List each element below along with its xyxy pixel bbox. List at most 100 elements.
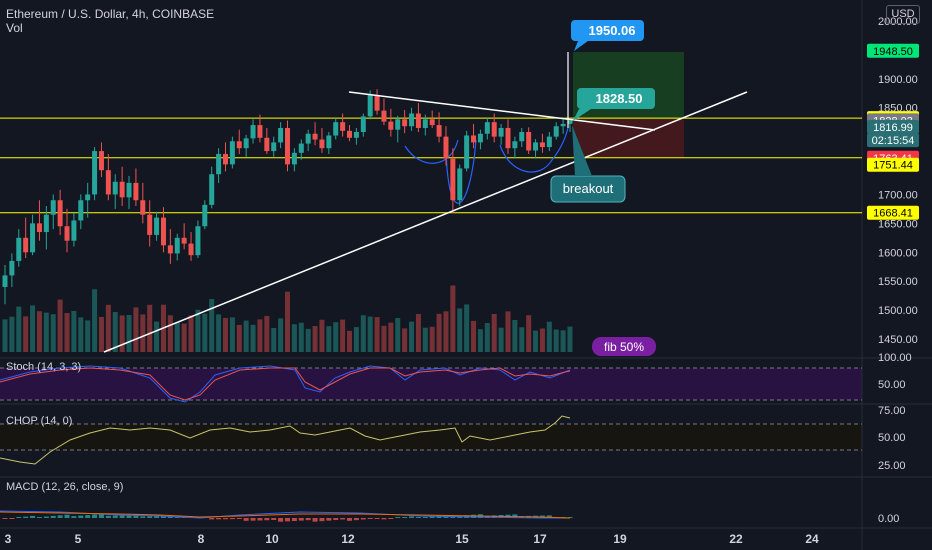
macd-bar xyxy=(43,516,49,518)
candle-body xyxy=(271,142,277,152)
volume-bar xyxy=(36,311,42,352)
candle-body xyxy=(126,182,132,198)
volume-bar xyxy=(312,326,318,352)
volume-bar xyxy=(443,311,449,352)
candle-body xyxy=(347,130,353,138)
volume-bar xyxy=(347,330,353,352)
volume-bar xyxy=(498,327,504,352)
macd-signal-line xyxy=(0,511,571,519)
macd-bar xyxy=(257,518,263,521)
chart-title: Ethereum / U.S. Dollar, 4h, COINBASE xyxy=(6,7,215,21)
candle-body xyxy=(78,200,84,221)
candle-body xyxy=(133,182,139,201)
stoch-k-line xyxy=(0,365,571,403)
macd-bar xyxy=(154,516,160,518)
ascending-trendline[interactable] xyxy=(103,91,748,353)
candle-body xyxy=(43,214,49,233)
volume-bar xyxy=(533,330,539,352)
volume-bar xyxy=(388,322,394,352)
volume-bar xyxy=(209,299,215,352)
candle-body xyxy=(505,127,511,149)
volume-bar xyxy=(422,327,428,352)
chop-band xyxy=(0,424,862,450)
price-tag xyxy=(867,205,919,220)
volume-bar xyxy=(147,304,153,352)
volume-bar xyxy=(539,328,545,352)
stoch-legend[interactable]: Stoch (14, 3, 3) xyxy=(6,361,82,373)
volume-bar xyxy=(567,326,573,352)
macd-histogram xyxy=(2,514,573,522)
chop-tick-50: 50.00 xyxy=(878,432,906,444)
volume-bar xyxy=(291,324,297,352)
macd-bar xyxy=(388,518,394,519)
descending-trendline[interactable] xyxy=(348,91,656,131)
macd-bar xyxy=(85,515,91,518)
currency-button[interactable]: USD xyxy=(886,5,920,24)
macd-bar xyxy=(326,518,332,521)
volume-bar xyxy=(319,319,325,352)
volume-bar xyxy=(374,317,380,352)
candle-body xyxy=(216,153,222,175)
volume-bar xyxy=(30,305,36,352)
macd-bar xyxy=(250,518,256,521)
volume-bar xyxy=(546,321,552,352)
volume-bar xyxy=(243,320,249,352)
macd-bar xyxy=(319,518,325,522)
price-tick: 1700.00 xyxy=(878,189,918,201)
price-axis[interactable]: 2000.001950.001900.001850.001800.001750.… xyxy=(878,16,918,346)
macd-bar xyxy=(402,517,408,518)
cup-pattern-curve[interactable] xyxy=(404,139,459,164)
candle-body xyxy=(98,151,104,171)
volume-bar xyxy=(278,318,284,352)
volume-bar xyxy=(23,316,29,352)
candle-body xyxy=(340,122,346,131)
candle-body xyxy=(9,260,15,276)
candle-body xyxy=(360,116,366,133)
macd-bar xyxy=(395,517,401,518)
candle-body xyxy=(519,132,525,142)
macd-legend[interactable]: MACD (12, 26, close, 9) xyxy=(6,481,124,493)
time-tick: 10 xyxy=(265,532,279,546)
breakout-callout[interactable]: breakout xyxy=(550,125,626,203)
macd-bar xyxy=(340,518,346,520)
time-axis[interactable]: 3 5 8 10 12 15 17 19 22 24 xyxy=(5,532,819,546)
candle-body xyxy=(250,125,256,139)
price-tick: 1500.00 xyxy=(878,305,918,317)
volume-bar xyxy=(50,314,56,352)
chop-legend[interactable]: CHOP (14, 0) xyxy=(6,415,73,427)
candle-body xyxy=(236,141,242,149)
candle-body xyxy=(23,237,29,253)
stoch-tick-50: 50.00 xyxy=(878,379,906,391)
macd-bar xyxy=(367,518,373,519)
volume-bar xyxy=(333,322,339,352)
stoch-band xyxy=(0,368,862,400)
volume-bar xyxy=(16,306,22,352)
macd-bar xyxy=(305,518,311,521)
candle-body xyxy=(57,200,63,227)
macd-bar xyxy=(30,515,36,518)
volume-bar xyxy=(271,328,277,352)
volume-bar xyxy=(285,291,290,352)
volume-bar xyxy=(140,314,146,352)
price-tick: 1650.00 xyxy=(878,218,918,230)
candle-body xyxy=(195,226,201,256)
volume-label: Vol xyxy=(6,21,23,35)
entry-callout[interactable]: 1828.50 xyxy=(573,88,655,121)
candle-body xyxy=(422,119,428,128)
target-callout[interactable]: 1950.06 xyxy=(571,20,644,51)
volume-bar xyxy=(133,307,139,352)
volume-bar xyxy=(64,313,70,352)
volume-bar xyxy=(519,327,525,352)
volume-bar xyxy=(367,316,373,352)
volume-bar xyxy=(402,328,408,352)
macd-bar xyxy=(216,518,222,520)
stoch-d-line xyxy=(0,367,571,401)
fib-callout[interactable]: fib 50% xyxy=(592,337,656,356)
volume-bar xyxy=(360,315,366,352)
inner-cup-curve[interactable] xyxy=(499,127,569,173)
volume-bar xyxy=(326,326,332,352)
candle-body xyxy=(30,223,36,253)
price-tick: 1600.00 xyxy=(878,247,918,259)
macd-bar xyxy=(271,518,277,520)
